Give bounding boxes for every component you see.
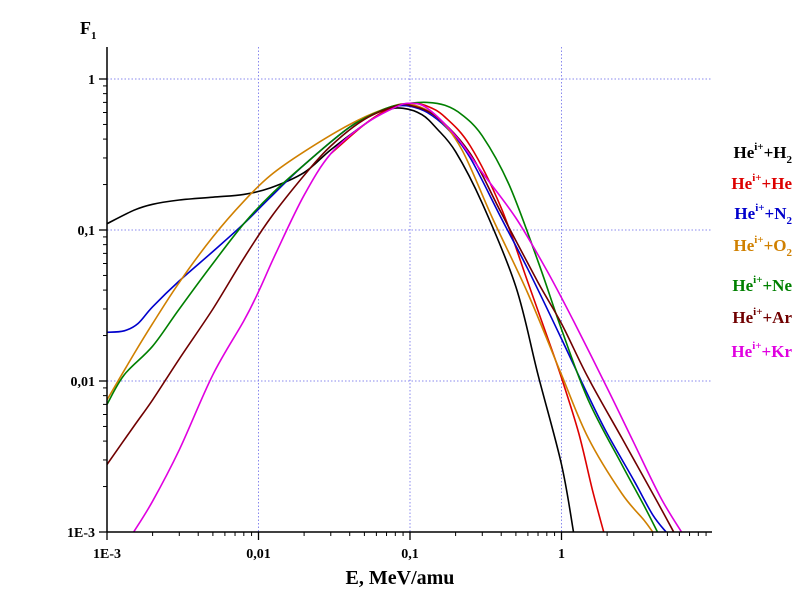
legend-entry-h: Hei++H2 [733,141,792,166]
series-line-ar [107,103,675,532]
legend-entry-o: Hei++O2 [733,234,792,259]
legend-entry-ar: Hei++Ar [732,306,792,327]
grid [107,47,712,532]
x-tick-label: 1E-3 [93,547,121,562]
y-tick-label: 0,01 [71,375,96,390]
x-axis-title: E, MeV/amu [346,567,455,589]
y-axis-title: F1 [80,18,97,42]
series-line-o [107,103,654,532]
series-line-ne [107,101,659,532]
x-tick-label: 1 [558,547,565,562]
x-tick-label: 0,01 [246,547,271,562]
y-tick-label: 0,1 [78,224,96,239]
y-tick-label: 1E-3 [67,526,95,541]
legend-entry-n: Hei++N2 [734,202,792,227]
legend: Hei++H2 Hei++He Hei++N2 Hei++O2 Hei++Ne Hei++… [731,141,792,361]
series-line-he [330,102,605,532]
series-line-n [107,104,667,532]
series-line-kr [133,102,683,532]
legend-entry-he: Hei++He [731,172,792,193]
legend-entry-kr: Hei++Kr [731,340,792,361]
legend-entry-ne: Hei++Ne [732,274,792,295]
ticks: 1E-3 0,01 0,1 1 1E-3 0,01 0,1 1 [67,73,707,562]
curves [107,101,683,532]
x-tick-label: 0,1 [401,547,419,562]
y-tick-label: 1 [88,73,95,88]
